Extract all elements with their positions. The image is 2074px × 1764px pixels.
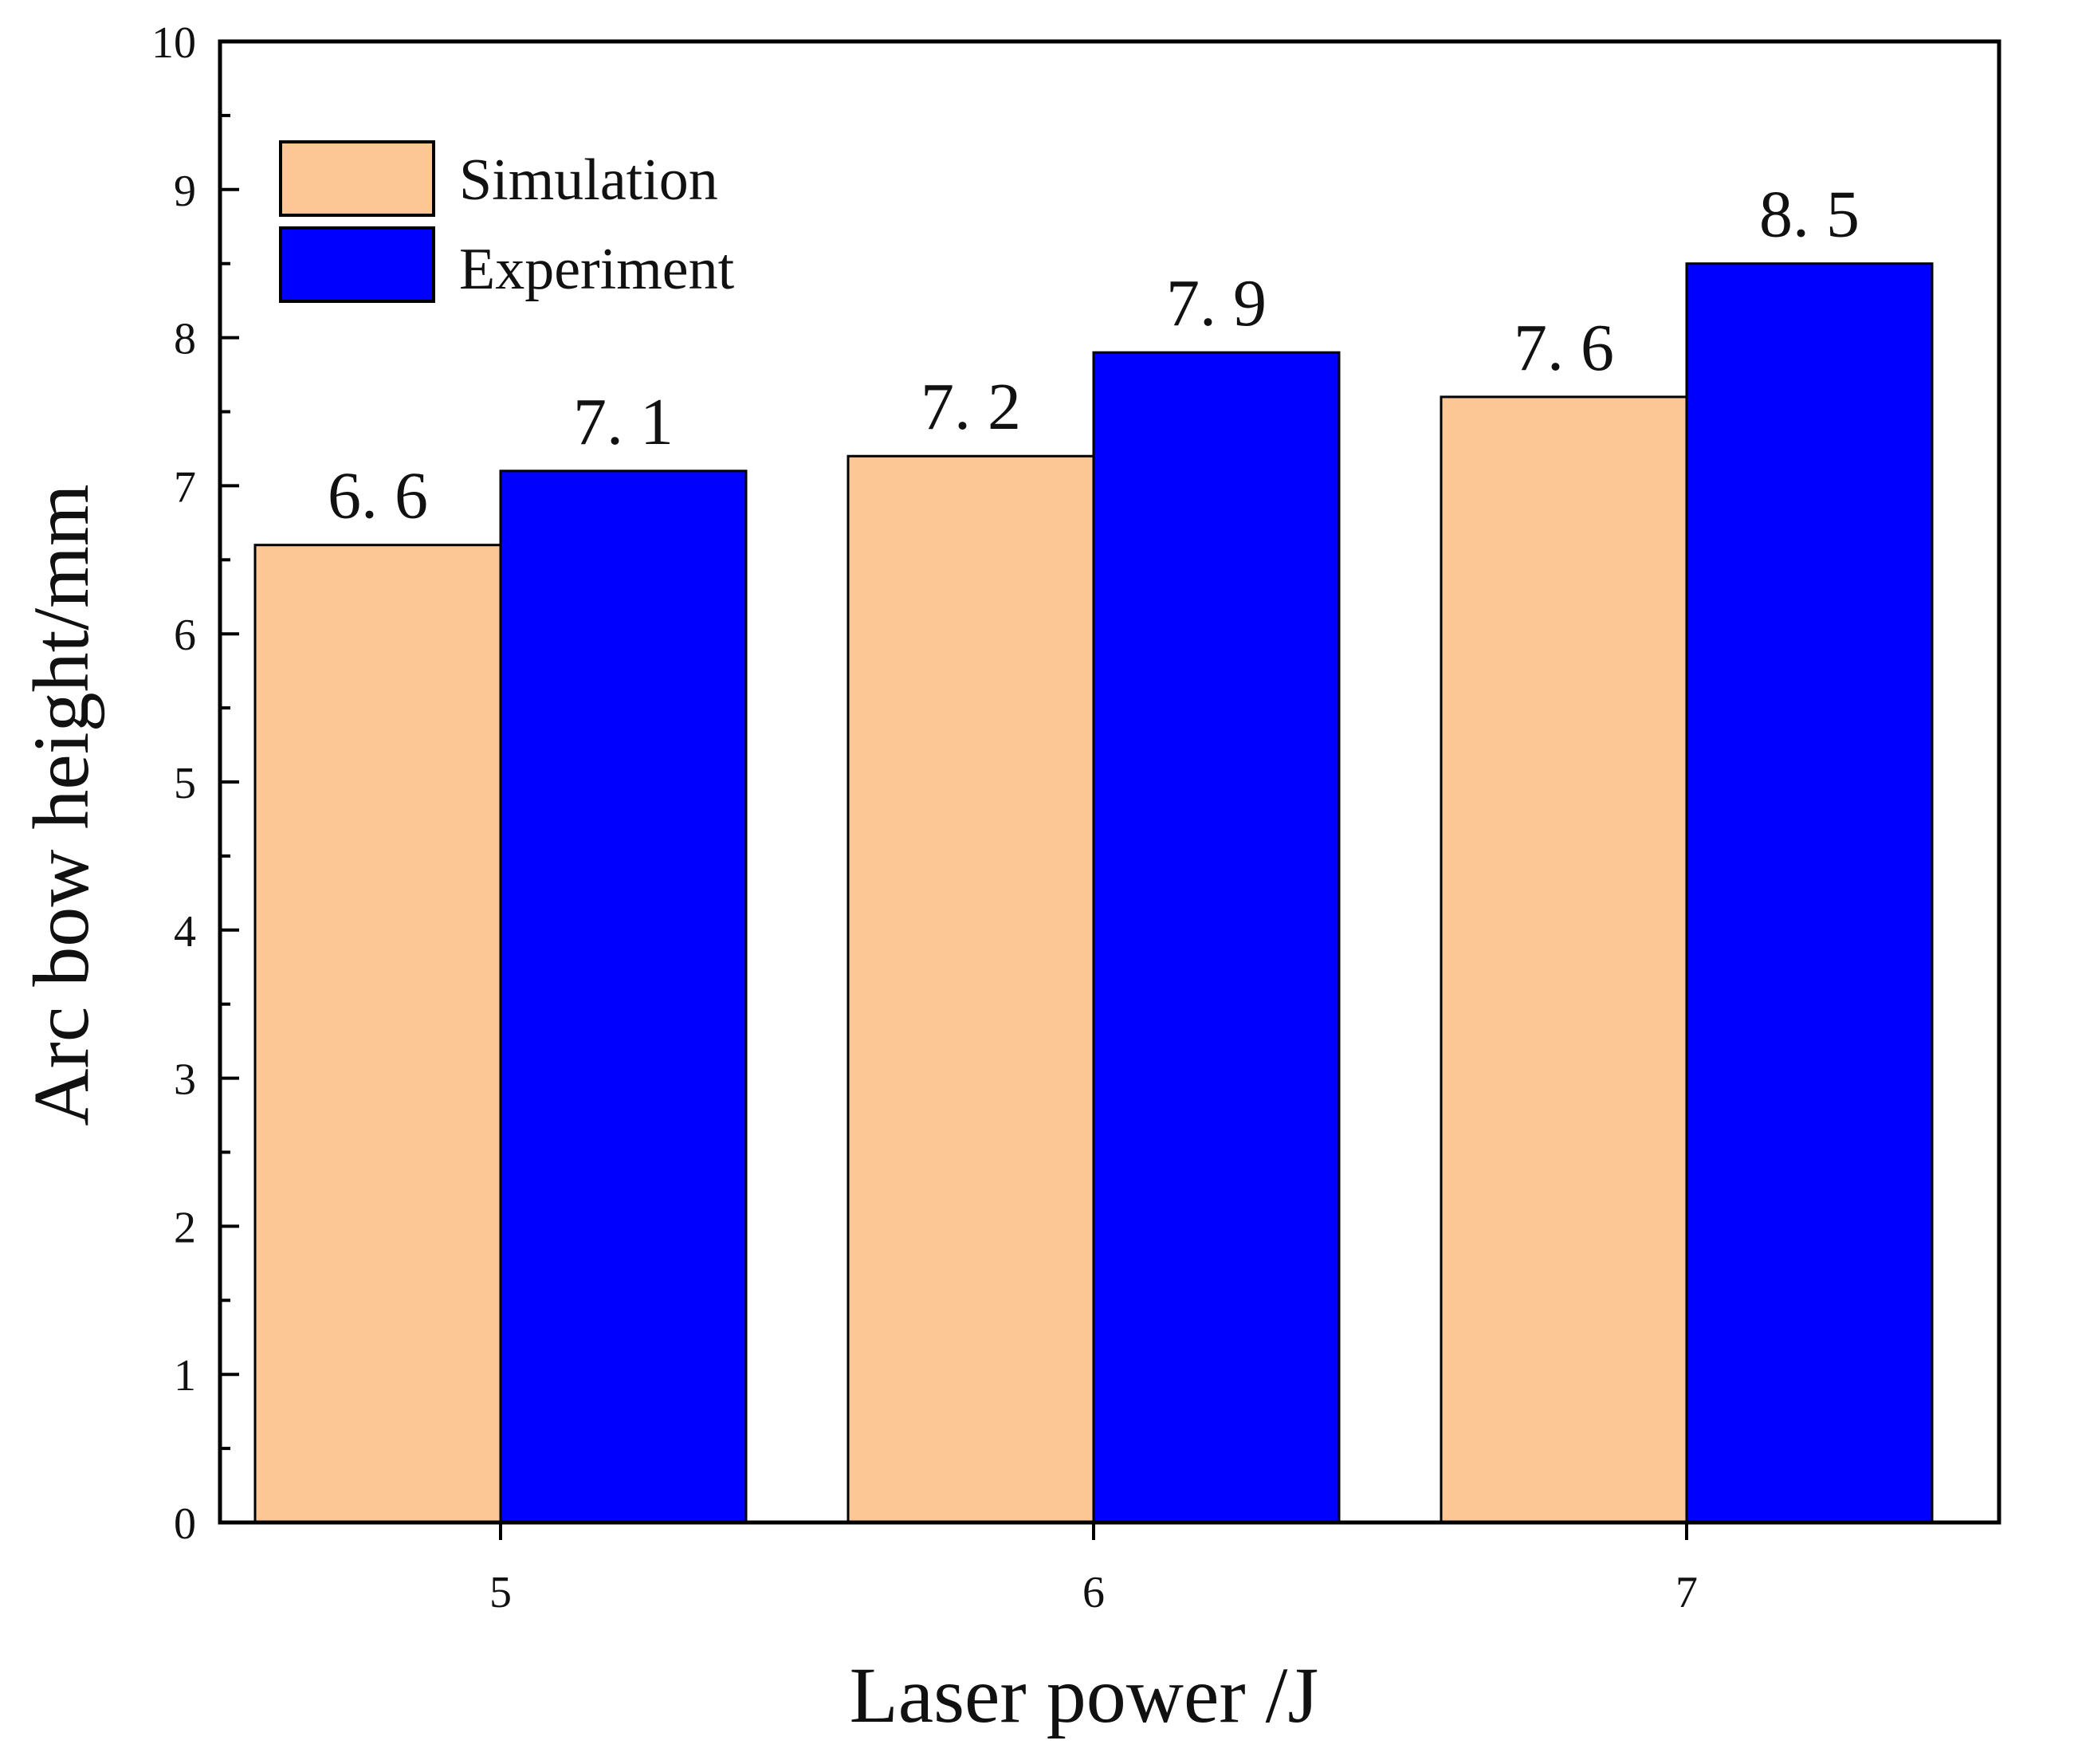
data-label-experiment-7: 8. 5	[1759, 178, 1860, 252]
x-axis-ticks: 5 6 7	[489, 1522, 1698, 1617]
legend-swatch-simulation	[279, 140, 435, 217]
y-tick-label: 9	[174, 167, 196, 216]
y-tick-label: 6	[174, 611, 196, 660]
y-tick-label: 4	[174, 907, 196, 957]
legend-label-experiment: Experiment	[459, 237, 735, 302]
x-tick-label: 6	[1082, 1568, 1105, 1617]
data-label-simulation-5: 6. 6	[328, 459, 428, 533]
bars: 6. 6 7. 1 7. 2 7. 9 7. 6 8. 5	[253, 178, 1934, 1524]
bar-experiment-5	[499, 469, 748, 1524]
x-tick-label: 5	[489, 1568, 512, 1617]
legend-swatch-experiment	[279, 226, 435, 303]
data-label-simulation-6: 7. 2	[921, 370, 1021, 444]
y-tick-label: 7	[174, 462, 196, 512]
y-tick-label: 8	[174, 315, 196, 364]
bar-simulation-6	[846, 454, 1095, 1524]
y-tick-label: 10	[151, 18, 196, 68]
data-label-simulation-7: 7. 6	[1514, 311, 1614, 385]
bar-experiment-7	[1685, 262, 1934, 1524]
y-tick-label: 3	[174, 1055, 196, 1105]
legend: Simulation Experiment	[279, 140, 735, 303]
legend-label-simulation: Simulation	[459, 147, 718, 213]
bar-simulation-5	[253, 544, 502, 1524]
data-label-experiment-6: 7. 9	[1166, 266, 1267, 340]
plot-frame	[218, 39, 2001, 1525]
y-tick-label: 1	[174, 1351, 196, 1401]
x-tick-label: 7	[1675, 1568, 1698, 1617]
y-axis-ticks: 0 1 2 3 4 5 6 7 8 9 10	[151, 18, 239, 1549]
y-tick-label: 2	[174, 1203, 196, 1252]
bar-simulation-7	[1440, 395, 1688, 1524]
y-tick-label: 5	[174, 759, 196, 808]
y-tick-label: 0	[174, 1499, 196, 1549]
x-axis-title: Laser power /J	[850, 1651, 1319, 1739]
data-label-experiment-5: 7. 1	[573, 385, 674, 459]
bar-experiment-6	[1092, 351, 1341, 1524]
y-axis-title: Arc bow height/mm	[17, 484, 105, 1126]
